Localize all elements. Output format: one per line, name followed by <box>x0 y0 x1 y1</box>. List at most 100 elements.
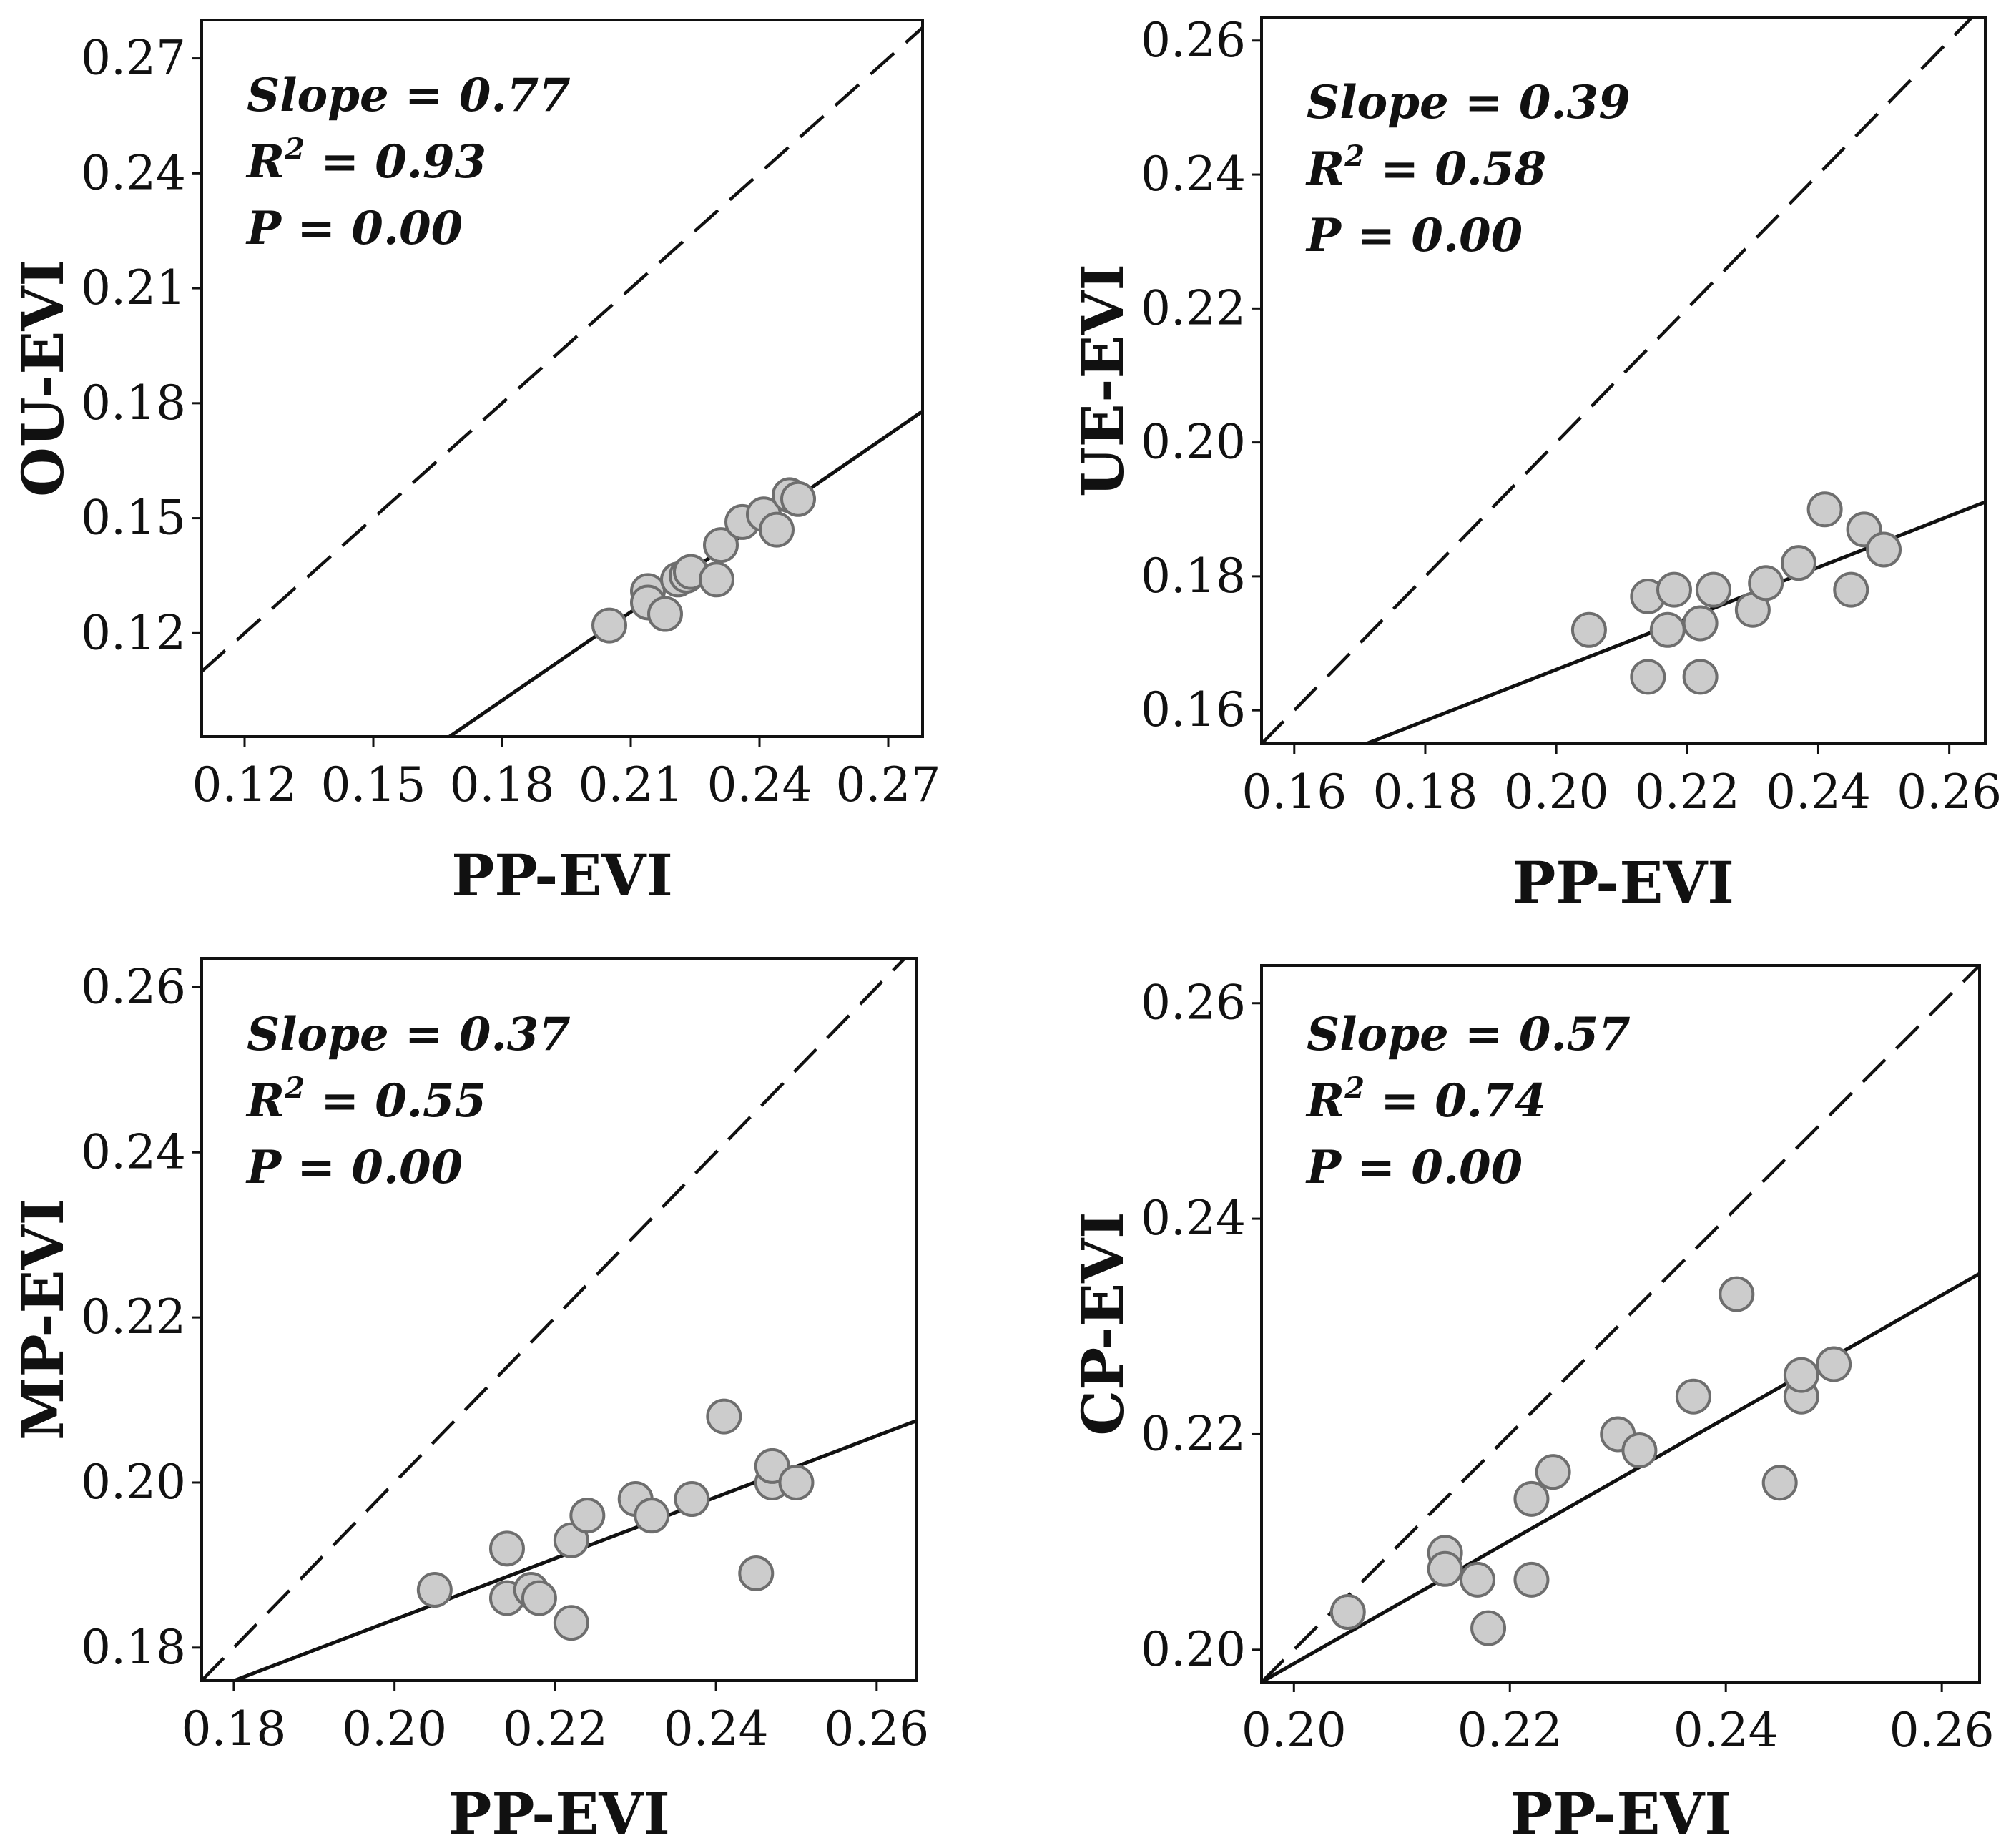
data-point <box>1649 611 1686 648</box>
data-point <box>569 1498 606 1534</box>
r-squared-symbol: R <box>245 135 285 189</box>
data-point <box>1470 1610 1507 1646</box>
slope-annotation: Slope = 0.77 <box>247 69 571 122</box>
data-point <box>1459 1561 1495 1598</box>
y-tick-label: 0.26 <box>81 959 186 1014</box>
data-point <box>1748 565 1784 601</box>
x-tick-label: 0.27 <box>836 757 941 812</box>
x-tick-label: 0.20 <box>1504 765 1609 820</box>
data-point <box>1630 659 1666 695</box>
plot-frame <box>200 957 918 1682</box>
x-tick-label: 0.20 <box>1242 1703 1347 1758</box>
x-axis-label: PP-EVI <box>451 842 673 909</box>
r-squared-symbol: R <box>1305 142 1344 196</box>
y-axis-label: UE-EVI <box>1069 264 1136 497</box>
r-squared-value: = 0.93 <box>305 135 486 189</box>
y-tick-label: 0.20 <box>81 1455 186 1510</box>
y-tick-label: 0.12 <box>81 605 186 660</box>
x-tick-label: 0.16 <box>1242 765 1347 820</box>
x-tick-label: 0.22 <box>1635 765 1740 820</box>
data-point <box>488 1530 525 1567</box>
r-squared-value: = 0.74 <box>1365 1074 1546 1128</box>
r-squared-annotation: R2 = 0.93 <box>245 132 486 189</box>
x-tick-label: 0.22 <box>503 1701 608 1756</box>
x-tick-label: 0.24 <box>1673 1703 1779 1758</box>
r-squared-value: = 0.55 <box>305 1074 486 1128</box>
y-tick-label: 0.24 <box>1141 147 1246 202</box>
data-point <box>647 596 683 632</box>
regression-line <box>229 1419 917 1681</box>
identity-line <box>1262 17 1974 744</box>
data-point <box>1719 1276 1755 1312</box>
data-point <box>1675 1378 1711 1415</box>
r-squared-exponent: 2 <box>1344 1071 1365 1105</box>
data-point <box>706 1398 742 1435</box>
data-point <box>1427 1550 1463 1587</box>
identity-line <box>202 958 906 1681</box>
data-point <box>1866 531 1902 568</box>
data-point <box>591 607 627 644</box>
x-tick-label: 0.26 <box>1889 1703 1995 1758</box>
data-point <box>1806 491 1843 528</box>
y-tick-label: 0.18 <box>1141 549 1246 604</box>
data-point <box>1329 1594 1366 1631</box>
data-point <box>759 511 795 548</box>
p-value-annotation: P = 0.00 <box>245 1141 463 1194</box>
y-tick-label: 0.20 <box>1141 415 1246 470</box>
x-axis-label: PP-EVI <box>1510 1780 1731 1847</box>
y-tick-label: 0.26 <box>1141 13 1246 68</box>
y-axis-label: CP-EVI <box>1069 1211 1136 1435</box>
data-point <box>703 527 739 564</box>
y-tick-label: 0.24 <box>1141 1191 1246 1246</box>
y-tick-label: 0.18 <box>81 1620 186 1675</box>
data-point <box>1816 1346 1852 1382</box>
slope-annotation: Slope = 0.39 <box>1307 76 1631 129</box>
x-tick-label: 0.20 <box>342 1701 447 1756</box>
panel-3: 0.18 0.20 0.22 0.24 0.26 0.18 0.20 0.22 0.24 0.26… <box>9 957 929 1847</box>
x-axis-label: PP-EVI <box>448 1780 670 1847</box>
y-axis-label: OU-EVI <box>9 260 77 497</box>
y-tick-label: 0.26 <box>1141 975 1246 1031</box>
r-squared-exponent: 2 <box>284 1071 305 1105</box>
panel-2: 0.16 0.18 0.20 0.22 0.24 0.26 0.16 0.18 0.20 0.22… <box>1069 13 2001 916</box>
data-point <box>416 1572 453 1608</box>
x-tick-label: 0.26 <box>824 1701 929 1756</box>
x-tick-label: 0.22 <box>1457 1703 1563 1758</box>
data-point <box>1833 571 1869 608</box>
plot-frame <box>1260 964 1981 1684</box>
data-point <box>1682 605 1719 642</box>
plot-frame <box>1260 16 1987 745</box>
x-tick-label: 0.18 <box>450 757 555 812</box>
data-point <box>1695 571 1731 608</box>
panel-1: 0.12 0.15 0.18 0.21 0.24 0.27 0.12 0.15 0.18 0.21… <box>9 19 941 909</box>
y-tick-label: 0.21 <box>81 260 186 315</box>
data-point <box>1621 1432 1658 1469</box>
data-point <box>1535 1454 1571 1490</box>
x-tick-label: 0.18 <box>181 1701 286 1756</box>
r-squared-annotation: R2 = 0.74 <box>1305 1071 1546 1128</box>
data-point <box>674 1481 710 1518</box>
data-point <box>1570 611 1607 648</box>
y-tick-label: 0.24 <box>81 145 186 200</box>
data-point <box>1513 1480 1550 1517</box>
y-tick-label: 0.18 <box>81 375 186 431</box>
panel-4: 0.20 0.22 0.24 0.26 0.20 0.22 0.24 0.26 Slope = … <box>1069 964 1995 1847</box>
slope-annotation: Slope = 0.37 <box>247 1008 571 1061</box>
regression-line <box>446 410 923 737</box>
data-point <box>778 1464 815 1500</box>
data-point <box>634 1498 670 1534</box>
r-squared-symbol: R <box>1305 1074 1344 1128</box>
y-tick-label: 0.15 <box>81 491 186 546</box>
x-tick-label: 0.12 <box>192 757 298 812</box>
y-tick-label: 0.16 <box>1141 682 1246 737</box>
data-point <box>1761 1465 1798 1501</box>
p-value-annotation: P = 0.00 <box>1305 1141 1523 1194</box>
x-tick-label: 0.24 <box>1766 765 1871 820</box>
data-point <box>553 1522 589 1558</box>
r-squared-symbol: R <box>245 1074 285 1128</box>
plot-frame <box>200 19 924 738</box>
p-value-annotation: P = 0.00 <box>1305 209 1523 262</box>
identity-line <box>1262 965 1980 1682</box>
x-tick-label: 0.18 <box>1372 765 1478 820</box>
